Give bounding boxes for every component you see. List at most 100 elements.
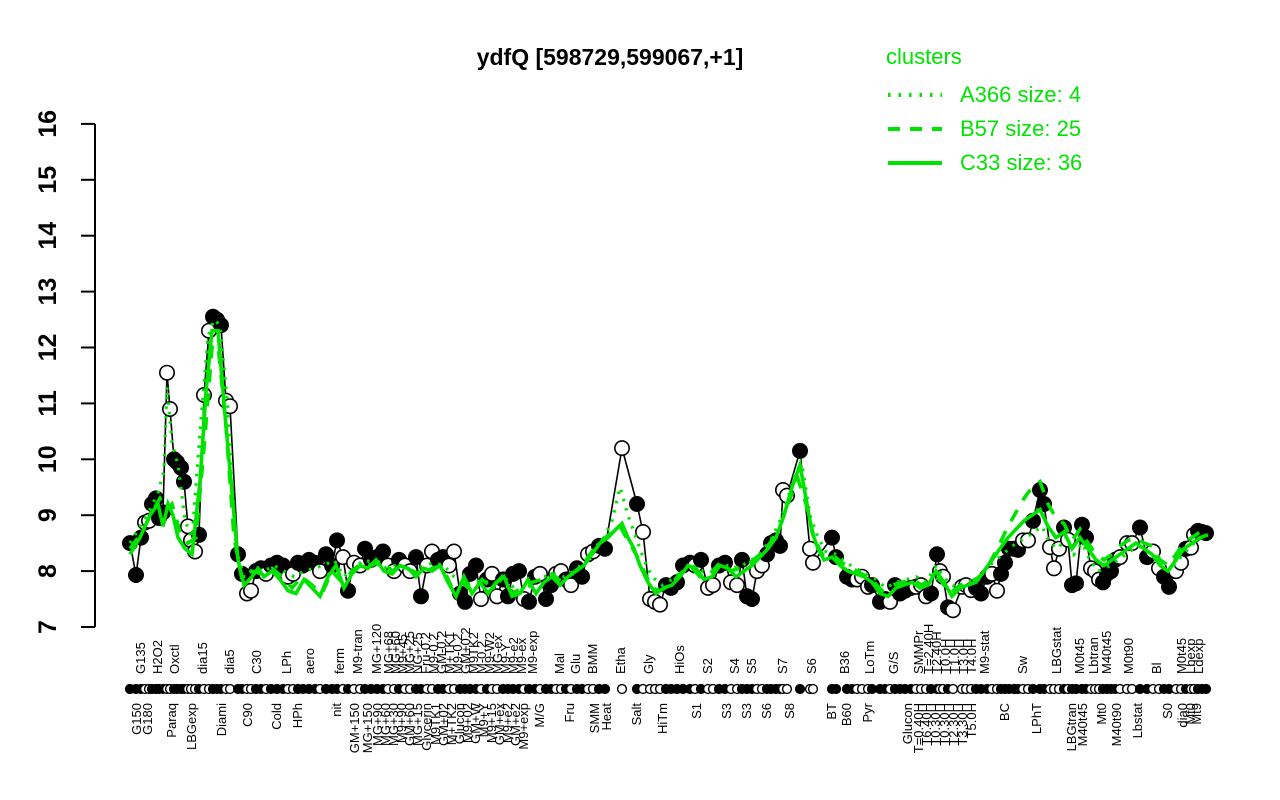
condition-label-top: MG+60 [388,631,403,674]
condition-label-top: S5 [744,658,759,674]
condition-label-bottom: GM+ex [492,703,507,746]
condition-label-bottom: MG+60 [378,703,393,746]
data-point-filled [1132,519,1149,536]
data-point-open [804,554,821,571]
condition-label-top: Sw [1015,655,1030,674]
condition-label-top: ferm [332,648,347,674]
condition-label-bottom: Lbstat [1130,703,1145,739]
y-tick-label: 10 [34,445,62,473]
legend-label: B57 size: 25 [960,116,1082,141]
condition-label-top: H2O2 [150,640,165,674]
condition-label-bottom: M9+Y [476,703,491,738]
condition-label-top: dia5 [222,649,237,674]
cluster-a366-dotted-line [128,316,1209,593]
condition-label-top: M9+45 [395,634,410,674]
condition-label-top: Lbexp [1183,639,1198,674]
condition-label-top: T3.0H [956,639,971,674]
data-point-open [651,596,668,613]
condition-label-bottom: T3.30H [955,703,970,746]
condition-label-bottom: GM+W [468,702,483,744]
condition-label-top: T=2.40H [921,624,936,674]
condition-label-top: GM-0.2 [434,631,449,674]
condition-label-bottom: B60 [839,703,854,726]
condition-label-bottom: LBGtran [1064,703,1079,751]
condition-label-bottom: M9+90 [394,703,409,743]
data-point-open [159,364,176,381]
condition-label-top: T2.40H [929,631,944,674]
condition-label-bottom: T5.0H [964,703,979,738]
condition-label-top: M9-tran [350,629,365,674]
condition-label-top: LBGstat [1049,627,1064,674]
legend-label: C33 size: 36 [960,150,1083,175]
condition-label-bottom: Pyr [860,702,875,722]
data-point-filled [456,593,473,610]
data-point-filled [328,532,345,549]
condition-label-top: T1.0H [947,639,962,674]
condition-label-top: M9-0.2 [426,634,441,674]
condition-label-bottom: S6 [759,703,774,719]
dotted-line-icon [888,93,942,97]
data-point-open [634,523,651,540]
data-point-filled [520,593,537,610]
condition-label-top: Fru-0.2 [418,632,433,674]
cluster-b57-dashed-line [128,341,1209,597]
condition-label-top: S6 [804,658,819,674]
y-tick-label: 14 [34,222,62,250]
data-point-filled [692,551,709,568]
data-point-open [613,440,630,457]
cluster-lines [128,316,1209,601]
data-point-open [988,582,1005,599]
condition-strip [124,683,1212,695]
condition-label-bottom: M9TK1 [428,703,443,745]
condition-label-bottom: G150 [129,703,144,735]
condition-label-bottom: S1 [689,703,704,719]
data-point-filled [573,568,590,585]
condition-label-bottom: M9+02 [460,703,475,743]
condition-label-top: LPh [279,651,294,674]
data-point-open [562,577,579,594]
condition-label-bottom: T=0.40H [911,703,926,753]
strip-dot [947,683,959,695]
strip-dot [616,683,628,695]
y-tick-label: 11 [34,390,62,417]
condition-label-top: M-0.2 [474,641,489,674]
condition-label-top: M9-exp [525,631,540,674]
legend-title: clusters [886,44,962,69]
condition-label-bottom: T0.30H [928,703,943,746]
condition-label-top: dia15 [195,642,210,674]
condition-label-bottom: M/G [532,703,547,728]
condition-label-bottom: MG+150 [360,703,375,753]
condition-label-top: G/S [886,651,901,674]
condition-label-bottom: GM+e2 [508,703,523,746]
data-point-filled [374,543,391,560]
y-tick-label: 8 [34,564,62,578]
strip-dot [830,683,842,695]
data-point-filled [173,459,190,476]
condition-label-top: LoTm [862,641,877,674]
data-point-filled [510,563,527,580]
data-point-filled [743,590,760,607]
condition-label-top: MG-ex [490,635,505,675]
condition-label-top: Gly [641,654,656,674]
condition-label-bottom: T6.40H [919,703,934,746]
condition-label-bottom: GM+150 [347,703,362,753]
condition-label-top: M9-e2 [506,637,521,674]
legend-entry-a366: A366 size: 4 [886,78,1082,112]
condition-label-top: M9-Y [498,643,513,674]
strip-dot [794,683,806,695]
condition-label-top: S7 [775,658,790,674]
cluster-legend: clusters A366 size: 4 B57 size: 25 C33 s… [886,44,1082,180]
data-point-open [1046,560,1063,577]
condition-label-bottom: Salt [629,703,644,726]
condition-label-bottom: BT [824,703,839,720]
condition-label-bottom: dia0 [1175,703,1190,728]
condition-label-bottom: Heat [599,703,614,731]
solid-line-icon [888,161,942,165]
condition-label-bottom: BC [997,703,1012,721]
data-point-open [472,590,489,607]
condition-label-top: C30 [249,650,264,674]
condition-label-bottom: M9+15 [484,703,499,743]
data-point-filled [176,473,193,490]
legend-entry-b57: B57 size: 25 [886,112,1082,146]
data-point-filled [128,566,145,583]
